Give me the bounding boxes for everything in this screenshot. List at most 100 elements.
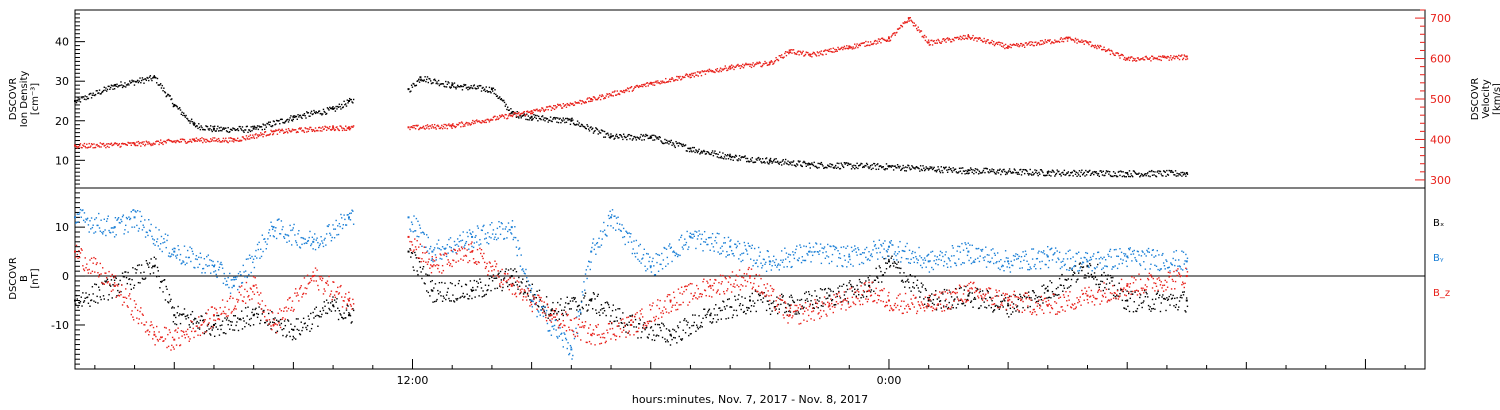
data-point <box>1006 312 1008 315</box>
data-point <box>264 128 266 130</box>
data-point <box>530 289 532 292</box>
data-point <box>319 130 321 132</box>
data-point <box>772 161 774 163</box>
data-point <box>637 85 639 88</box>
data-point <box>479 121 481 123</box>
data-point <box>804 299 807 302</box>
data-point <box>811 53 814 55</box>
data-point <box>1142 57 1144 59</box>
data-point <box>797 160 800 162</box>
data-point <box>1019 44 1021 47</box>
data-point <box>699 152 702 154</box>
data-point <box>854 47 857 49</box>
data-point <box>575 301 577 303</box>
data-point <box>1008 45 1010 48</box>
data-point <box>760 160 762 163</box>
data-point <box>1077 278 1079 280</box>
data-point <box>1031 43 1033 46</box>
data-point <box>779 161 781 164</box>
data-point <box>885 167 887 170</box>
data-point <box>782 159 784 161</box>
data-point <box>513 113 515 115</box>
data-point <box>329 129 332 131</box>
data-point <box>1146 293 1148 295</box>
data-point <box>921 286 923 288</box>
data-point <box>224 277 226 280</box>
data-point <box>304 127 306 129</box>
data-point <box>483 89 485 91</box>
data-point <box>198 123 200 125</box>
data-point <box>463 83 465 86</box>
data-point <box>317 112 319 114</box>
data-point <box>1179 55 1182 57</box>
data-point <box>1131 174 1133 177</box>
data-point <box>1112 276 1114 279</box>
data-point <box>596 128 599 131</box>
data-point <box>831 163 833 166</box>
data-point <box>283 236 285 238</box>
data-point <box>329 107 332 110</box>
data-point <box>523 113 526 115</box>
data-point <box>687 321 689 324</box>
data-point <box>159 139 162 141</box>
data-point <box>503 238 505 240</box>
data-point <box>186 118 189 120</box>
data-point <box>814 290 816 292</box>
data-point <box>439 127 441 130</box>
data-point <box>349 98 352 101</box>
data-point <box>631 139 634 141</box>
data-point <box>626 323 628 326</box>
data-point <box>174 140 176 142</box>
data-point <box>267 232 270 234</box>
data-point <box>257 313 260 316</box>
data-point <box>249 130 252 133</box>
data-point <box>1167 298 1170 300</box>
data-point <box>749 299 751 302</box>
data-point <box>318 126 321 129</box>
data-point <box>125 143 127 146</box>
data-point <box>427 125 429 128</box>
data-point <box>435 300 437 302</box>
data-point <box>551 308 553 310</box>
data-point <box>450 125 453 128</box>
y-tick-label: 10 <box>55 221 69 234</box>
data-point <box>693 76 696 78</box>
data-point <box>194 140 196 143</box>
data-point <box>853 164 855 167</box>
data-point <box>433 287 435 289</box>
y-tick-label: 40 <box>55 36 69 49</box>
data-point <box>576 120 579 122</box>
data-point <box>115 234 117 236</box>
data-point <box>1155 57 1157 59</box>
data-point <box>738 65 741 67</box>
data-point <box>184 140 186 143</box>
data-point <box>1139 175 1142 177</box>
data-point <box>194 140 197 142</box>
data-point <box>504 228 507 230</box>
data-point <box>1144 173 1147 175</box>
data-point <box>531 112 534 115</box>
data-point <box>649 265 652 268</box>
data-point <box>542 109 545 111</box>
data-point <box>545 118 548 120</box>
data-point <box>429 80 432 82</box>
data-point <box>578 102 580 104</box>
data-point <box>348 127 350 130</box>
data-point <box>691 324 693 327</box>
data-point <box>100 93 102 95</box>
data-point <box>267 312 270 315</box>
data-point <box>192 253 194 255</box>
data-point <box>1058 173 1061 176</box>
data-point <box>748 63 750 65</box>
data-point <box>232 278 234 281</box>
data-point <box>299 128 302 130</box>
data-point <box>607 93 609 96</box>
data-point <box>872 167 874 170</box>
data-point <box>434 254 437 256</box>
data-point <box>630 241 633 243</box>
data-point <box>457 123 460 126</box>
data-point <box>692 233 695 236</box>
data-point <box>799 160 801 162</box>
data-point <box>482 121 484 123</box>
data-point <box>789 311 792 313</box>
